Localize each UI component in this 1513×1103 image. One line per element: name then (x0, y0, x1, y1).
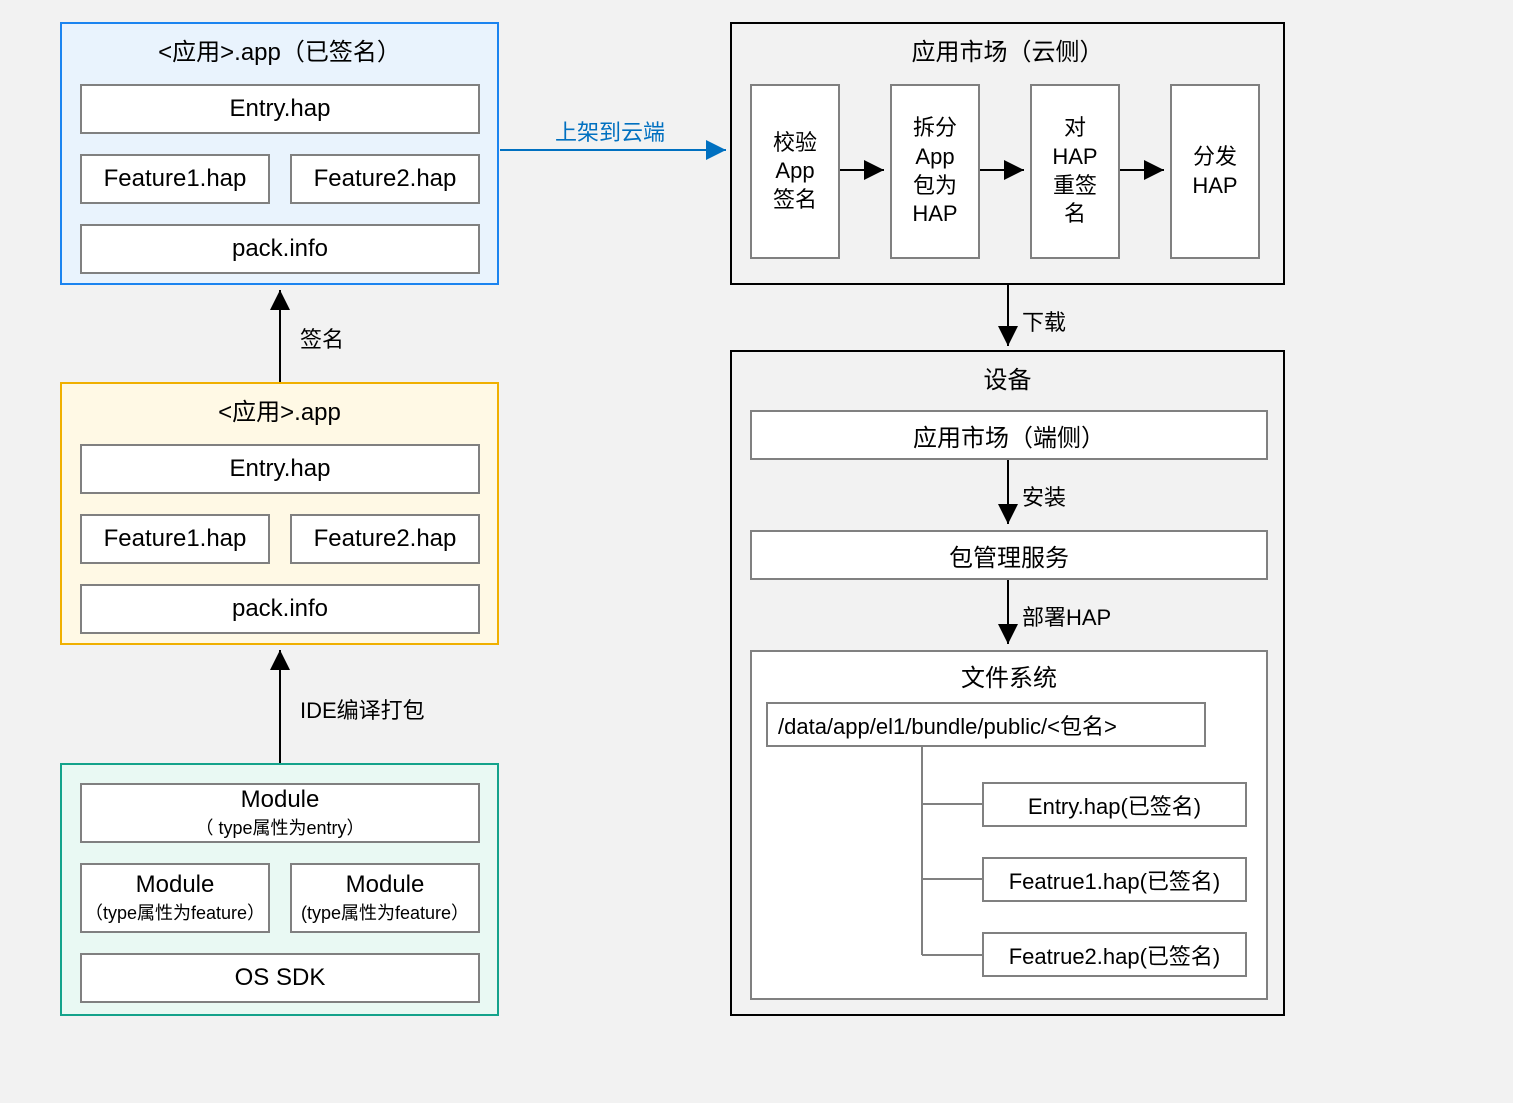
packinfo-box-2: pack.info (80, 584, 480, 634)
module-entry-title: Module (241, 786, 320, 814)
file2-box: Featrue1.hap(已签名) (982, 857, 1247, 902)
module-feat2-box: Module (type属性为feature） (290, 863, 480, 933)
module-feat2-sub: (type属性为feature） (301, 899, 469, 925)
step-resign-box: 对 HAP 重签 名 (1030, 84, 1120, 259)
module-feat1-box: Module （type属性为feature） (80, 863, 270, 933)
sign-label: 签名 (300, 322, 344, 354)
step-split-box: 拆分 App 包为 HAP (890, 84, 980, 259)
step-verify-box: 校验 App 签名 (750, 84, 840, 259)
filesystem-title: 文件系统 (961, 652, 1057, 693)
module-entry-sub: （ type属性为entry） (195, 814, 364, 840)
device-title: 设备 (732, 352, 1283, 399)
entry-hap-box-2: Entry.hap (80, 444, 480, 494)
os-sdk-box: OS SDK (80, 953, 480, 1003)
feature2-hap-box: Feature2.hap (290, 154, 480, 204)
module-sdk-box: Module （ type属性为entry） Module （type属性为fe… (60, 763, 499, 1016)
market-cloud-box: 应用市场（云侧） 校验 App 签名 拆分 App 包为 HAP 对 HAP 重… (730, 22, 1285, 285)
pkg-service-box: 包管理服务 (750, 530, 1268, 580)
entry-hap-box: Entry.hap (80, 84, 480, 134)
feature1-hap-box-2: Feature1.hap (80, 514, 270, 564)
packinfo-box: pack.info (80, 224, 480, 274)
ide-pack-label: IDE编译打包 (300, 693, 425, 725)
device-box: 设备 应用市场（端侧） 包管理服务 文件系统 /data/app/el1/bun… (730, 350, 1285, 1016)
module-feat1-title: Module (136, 871, 215, 899)
file1-box: Entry.hap(已签名) (982, 782, 1247, 827)
market-cloud-title: 应用市场（云侧） (732, 24, 1283, 71)
path-box: /data/app/el1/bundle/public/<包名> (766, 702, 1206, 747)
signed-app-title: <应用>.app（已签名） (62, 24, 497, 71)
signed-app-box: <应用>.app（已签名） Entry.hap Feature1.hap Fea… (60, 22, 499, 285)
install-label: 安装 (1022, 480, 1066, 512)
download-label: 下载 (1022, 305, 1066, 337)
filesystem-box: 文件系统 /data/app/el1/bundle/public/<包名> En… (750, 650, 1268, 1000)
module-feat2-title: Module (346, 871, 425, 899)
upload-label: 上架到云端 (555, 115, 665, 147)
step-distribute-box: 分发 HAP (1170, 84, 1260, 259)
market-client-box: 应用市场（端侧） (750, 410, 1268, 460)
module-feat1-sub: （type属性为feature） (85, 899, 265, 925)
module-entry-box: Module （ type属性为entry） (80, 783, 480, 843)
file3-box: Featrue2.hap(已签名) (982, 932, 1247, 977)
unsigned-app-title: <应用>.app (62, 384, 497, 431)
unsigned-app-box: <应用>.app Entry.hap Feature1.hap Feature2… (60, 382, 499, 645)
feature2-hap-box-2: Feature2.hap (290, 514, 480, 564)
feature1-hap-box: Feature1.hap (80, 154, 270, 204)
deploy-label: 部署HAP (1022, 600, 1111, 632)
